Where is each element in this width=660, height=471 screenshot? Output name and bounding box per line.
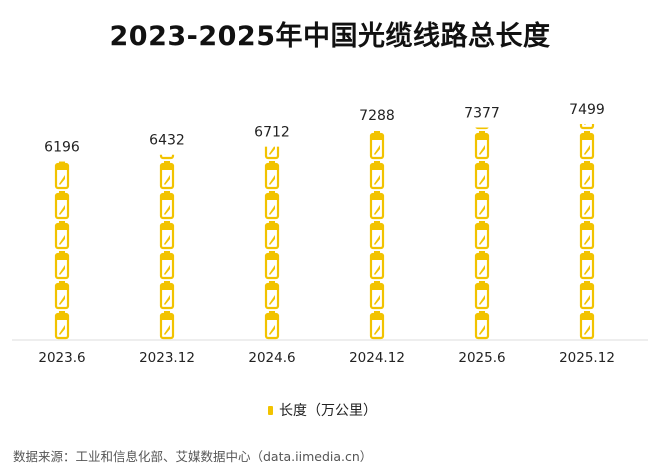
data-label: 7288 xyxy=(359,108,395,124)
data-label: 7499 xyxy=(569,102,605,118)
data-label: 6712 xyxy=(254,125,290,141)
bar-2023.6 xyxy=(53,161,71,340)
x-tick-label: 2024.6 xyxy=(248,350,295,366)
x-tick-label: 2025.12 xyxy=(559,350,615,366)
chart-title: 2023-2025年中国光缆线路总长度 xyxy=(109,21,551,52)
data-label: 6432 xyxy=(149,133,185,149)
legend: 长度（万公里） xyxy=(268,400,377,420)
bar-2023.12 xyxy=(158,154,176,340)
bar-2024.12 xyxy=(368,130,386,340)
data-label: 6196 xyxy=(44,140,80,156)
x-tick-label: 2024.12 xyxy=(349,350,405,366)
data-label: 7377 xyxy=(464,106,500,122)
bar-2025.12 xyxy=(578,124,596,340)
x-tick-label: 2023.12 xyxy=(139,350,195,366)
source-note: 数据来源：工业和信息化部、艾媒数据中心（data.iimedia.cn） xyxy=(13,449,373,464)
bar-2025.6 xyxy=(473,127,491,340)
x-tick-label: 2023.6 xyxy=(38,350,85,366)
legend-label: 长度（万公里） xyxy=(279,403,377,419)
x-tick-label: 2025.6 xyxy=(458,350,505,366)
bar-2024.6 xyxy=(263,146,281,340)
chart-plot: 6196 2023.6 6432 2023.12 6712 2024.6 7288 2024.… xyxy=(12,102,648,366)
battery-icon xyxy=(268,405,273,415)
